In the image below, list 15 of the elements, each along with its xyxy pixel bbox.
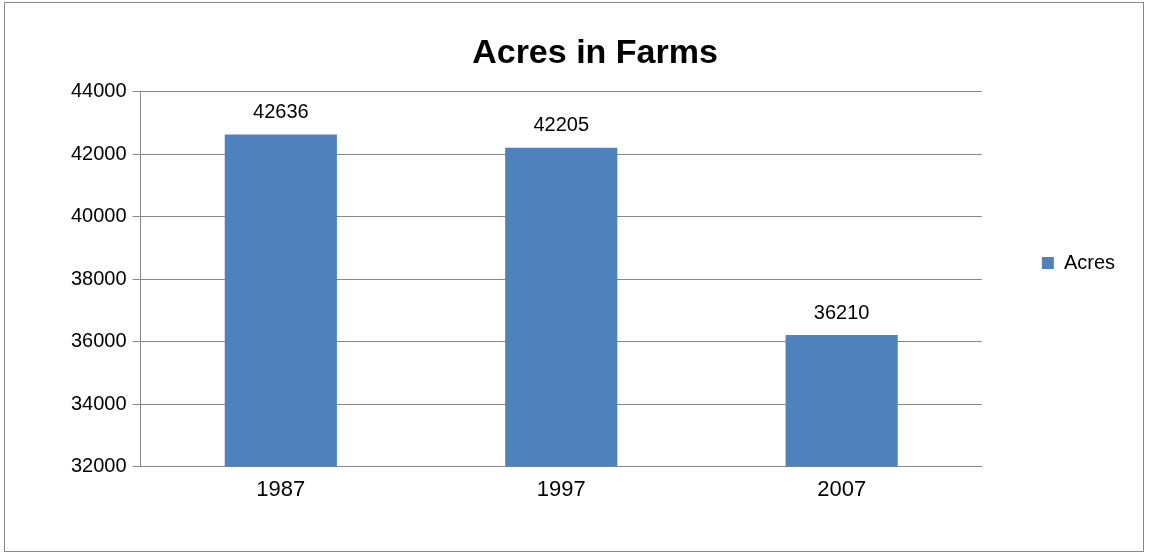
x-tick-label: 2007 <box>817 475 867 501</box>
y-tick-label: 42000 <box>70 141 127 164</box>
data-label: 42636 <box>253 99 309 122</box>
y-tick-label: 44000 <box>70 79 127 102</box>
y-tick-label: 36000 <box>70 329 127 352</box>
x-tick-label: 1997 <box>536 475 586 501</box>
y-tick-label: 38000 <box>70 266 127 289</box>
y-tick-label: 34000 <box>70 391 127 414</box>
data-label: 42205 <box>533 113 590 136</box>
data-label: 36210 <box>813 300 870 323</box>
chart-title: Acres in Farms <box>472 31 718 70</box>
y-tick-label: 32000 <box>70 454 127 477</box>
x-tick-label: 1987 <box>256 475 306 501</box>
legend-label: Acres <box>1063 250 1115 273</box>
y-tick-label: 40000 <box>70 204 127 227</box>
